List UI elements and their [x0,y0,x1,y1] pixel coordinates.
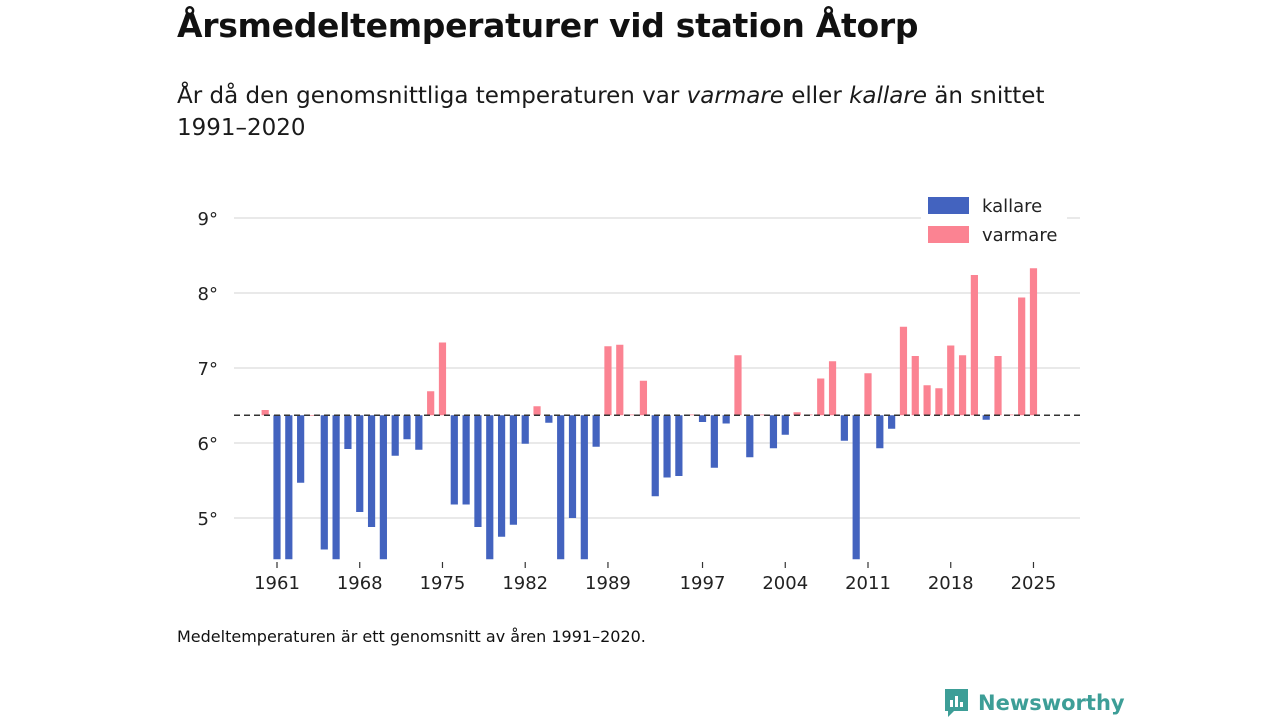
bar-1988 [592,415,600,447]
subtitle-text-1: År då den genomsnittliga temperaturen va… [177,83,687,109]
bar-2008 [828,361,837,416]
bar-2025 [1029,268,1038,416]
subtitle-text-3: än snittet 1991–2020 [177,83,1045,141]
legend: kallare varmare [921,190,1067,248]
subtitle-text-2: eller [783,83,850,109]
bar-1983 [533,406,541,416]
bar-1966 [332,415,340,560]
bar-2013 [888,415,896,429]
bar-1967 [344,415,352,449]
bar-1980 [497,415,506,537]
bar-1996 [687,414,695,416]
bar-1973 [415,415,423,450]
x-tick-label: 1968 [337,573,383,594]
bar-2014 [899,326,908,416]
y-tick-label: 9° [198,209,218,230]
bar-1965 [320,415,328,550]
bar-2007 [817,378,825,416]
bar-1995 [675,415,683,476]
bar-1989 [604,346,612,416]
bar-1984 [545,415,553,423]
y-axis-ticks: 5° 6° 7° 8° 9° [198,209,218,530]
bar-1972 [403,415,411,440]
bar-2004 [781,415,789,435]
x-tick-label: 1982 [502,573,548,594]
bar-1991 [628,414,636,416]
legend-label-warmer: varmare [982,225,1057,246]
x-tick-label: 2018 [928,573,974,594]
bar-1974 [427,391,435,416]
bar-1998 [710,415,718,468]
bar-2015 [911,356,919,416]
y-tick-label: 7° [198,359,218,380]
bar-2024 [1018,297,1026,416]
newsworthy-logo: Newsworthy [943,687,1125,719]
bar-1990 [616,344,624,416]
bar-1977 [462,415,470,505]
bar-1999 [722,415,730,424]
bar-1975 [438,342,447,416]
bar-2018 [947,345,955,416]
bar-1982 [521,415,529,444]
bar-1986 [568,415,577,518]
bar-2000 [734,355,742,416]
legend-label-colder: kallare [982,196,1042,217]
bar-2021 [982,415,990,420]
bar-2003 [769,415,778,449]
bar-2009 [840,415,848,441]
x-tick-label: 2004 [762,573,808,594]
subtitle-colder: kallare [849,83,928,109]
chart-title: Årsmedeltemperaturer vid station Åtorp [177,6,919,45]
x-tick-label: 1989 [585,573,631,594]
subtitle-warmer: varmare [686,83,784,109]
bar-1969 [367,415,376,527]
bars [261,268,1038,560]
legend-swatch-warmer [928,226,969,243]
bar-1976 [450,415,458,505]
bar-1994 [663,415,671,478]
bar-2001 [746,415,754,458]
legend-swatch-colder [928,197,969,214]
bar-1985 [557,415,565,560]
bar-2005 [793,412,801,416]
bar-1968 [356,415,364,512]
bar-2010 [852,415,860,560]
x-tick-label: 2011 [845,573,891,594]
x-tick-label: 1997 [680,573,726,594]
bar-1963 [297,415,305,483]
bar-1964 [308,415,317,416]
bar-2017 [935,388,943,416]
newsworthy-brand-name: Newsworthy [978,691,1125,715]
x-axis-ticks: 1961 1968 1975 1982 1989 1997 2004 2011 2018 2025 [254,562,1056,594]
bar-2002 [758,414,766,416]
y-tick-label: 5° [198,509,218,530]
bar-1971 [391,415,399,456]
bar-1997 [698,415,707,422]
bar-1992 [639,380,648,416]
bar-1993 [651,415,659,497]
y-tick-label: 6° [198,434,218,455]
y-tick-label: 8° [198,284,218,305]
bar-2022 [994,356,1002,416]
bar-1970 [379,415,387,560]
x-tick-label: 2025 [1011,573,1057,594]
bar-1962 [285,415,293,560]
bar-2019 [958,355,967,416]
bar-1981 [509,415,517,525]
bar-2012 [876,415,884,449]
x-tick-label: 1975 [420,573,466,594]
bar-1961 [273,415,281,560]
bar-2011 [864,373,872,416]
footnote: Medeltemperaturen är ett genomsnitt av å… [177,627,646,646]
bar-2016 [923,385,931,416]
bar-1978 [474,415,482,527]
bar-1960 [261,410,269,416]
x-tick-label: 1961 [254,573,300,594]
bar-1987 [580,415,588,560]
newsworthy-logo-icon [945,689,968,717]
chart-subtitle: År då den genomsnittliga temperaturen va… [177,80,1077,144]
bar-2020 [970,275,978,416]
bar-1979 [486,415,494,560]
